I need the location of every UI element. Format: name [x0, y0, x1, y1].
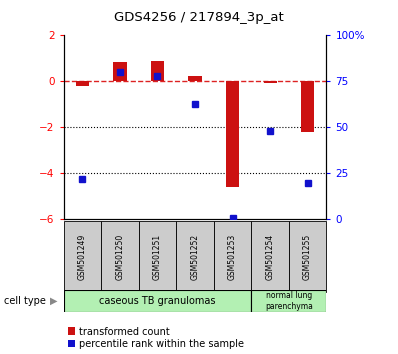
Text: cell type: cell type	[4, 296, 46, 306]
Bar	[64, 290, 251, 312]
FancyBboxPatch shape	[101, 221, 139, 292]
Text: ▶: ▶	[50, 296, 57, 306]
Text: GSM501255: GSM501255	[303, 234, 312, 280]
Bar	[76, 81, 89, 86]
Bar	[113, 62, 127, 81]
FancyBboxPatch shape	[176, 221, 214, 292]
Bar	[301, 81, 314, 132]
Text: GSM501251: GSM501251	[153, 234, 162, 280]
FancyBboxPatch shape	[289, 221, 326, 292]
Text: GSM501249: GSM501249	[78, 234, 87, 280]
Bar	[151, 61, 164, 81]
Text: GSM501253: GSM501253	[228, 234, 237, 280]
Text: GSM501254: GSM501254	[265, 234, 275, 280]
Text: transformed count: transformed count	[79, 327, 170, 337]
Bar	[226, 81, 239, 187]
FancyBboxPatch shape	[251, 221, 289, 292]
FancyBboxPatch shape	[214, 221, 251, 292]
Text: GSM501252: GSM501252	[191, 234, 199, 280]
Bar	[188, 76, 201, 81]
Text: normal lung
parenchyma: normal lung parenchyma	[265, 291, 313, 310]
FancyBboxPatch shape	[139, 221, 176, 292]
Text: GSM501250: GSM501250	[115, 234, 125, 280]
Text: GDS4256 / 217894_3p_at: GDS4256 / 217894_3p_at	[114, 11, 284, 24]
Text: percentile rank within the sample: percentile rank within the sample	[79, 339, 244, 349]
FancyBboxPatch shape	[64, 221, 101, 292]
Bar	[251, 290, 326, 312]
Bar	[263, 81, 277, 82]
Text: caseous TB granulomas: caseous TB granulomas	[99, 296, 216, 306]
